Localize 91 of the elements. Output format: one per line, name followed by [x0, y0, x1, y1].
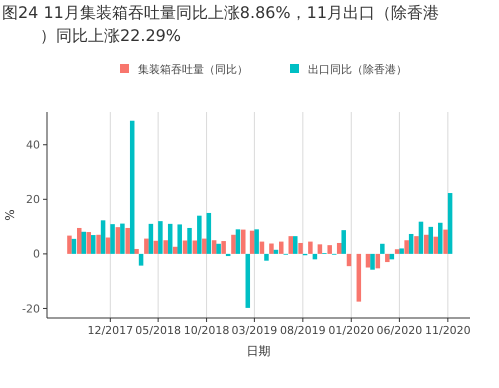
bar — [76, 228, 82, 254]
x-tick-label: 08/2019 — [280, 324, 326, 337]
legend-label: 出口同比（除香港） — [308, 63, 407, 76]
bar — [172, 246, 178, 254]
x-axis-title: 日期 — [246, 344, 270, 358]
bar — [130, 120, 134, 254]
bar — [206, 212, 212, 254]
bar — [438, 222, 443, 254]
y-tick-label: -20 — [22, 302, 40, 316]
bar — [434, 236, 438, 254]
bar — [346, 254, 352, 266]
bar — [120, 224, 125, 254]
x-tick-label: 10/2018 — [184, 324, 230, 337]
bar — [404, 240, 409, 254]
bar — [341, 230, 346, 254]
bar — [163, 240, 168, 254]
bar — [246, 254, 250, 308]
bar — [202, 238, 207, 254]
bar — [148, 224, 154, 254]
x-tick-label: 06/2020 — [376, 324, 422, 337]
bar — [138, 254, 144, 266]
x-tick-label: 11/2020 — [424, 324, 471, 337]
bar — [250, 230, 254, 254]
bar — [308, 242, 313, 254]
bar — [241, 230, 246, 254]
x-tick-label: 05/2018 — [135, 324, 181, 337]
bar — [293, 236, 298, 254]
bar — [260, 242, 264, 254]
bar — [443, 230, 448, 254]
bar — [399, 248, 404, 254]
bar — [168, 224, 172, 254]
bar — [82, 232, 86, 254]
y-tick-label: 20 — [26, 193, 40, 206]
bar — [408, 234, 414, 254]
x-tick-label: 01/2020 — [328, 324, 374, 337]
bar — [116, 227, 120, 254]
bar — [366, 254, 370, 268]
bar — [279, 242, 284, 254]
legend-label: 集装箱吞吐量（同比） — [138, 63, 248, 76]
bar — [197, 216, 202, 254]
bar — [394, 249, 400, 254]
bar — [236, 229, 240, 254]
bar — [424, 234, 429, 254]
bar — [312, 254, 318, 260]
bar — [414, 236, 419, 254]
bar — [86, 232, 92, 254]
bar — [67, 236, 72, 254]
bar — [327, 245, 332, 254]
y-axis-title: % — [3, 209, 17, 221]
y-tick-label: 0 — [33, 248, 40, 261]
bar — [385, 254, 390, 262]
bar — [110, 224, 115, 254]
bar — [380, 244, 385, 254]
bar — [274, 250, 278, 254]
bar — [125, 228, 130, 254]
bar — [448, 193, 452, 254]
bar — [376, 254, 380, 268]
bar — [254, 229, 259, 254]
bar — [106, 238, 110, 254]
bar — [91, 235, 96, 254]
bar — [216, 244, 221, 254]
bar — [158, 221, 163, 254]
bar — [96, 234, 101, 254]
chart-title: 图24 11月集装箱吞吐量同比上涨8.86%，11月出口（除香港）同比上涨22.29% — [2, 3, 439, 45]
x-tick-label: 03/2019 — [232, 324, 278, 337]
bar — [182, 240, 188, 254]
bar — [288, 236, 294, 254]
bar — [418, 222, 424, 254]
bar — [177, 224, 182, 254]
bar — [356, 254, 362, 302]
bar — [212, 240, 216, 254]
x-tick-label: 12/2017 — [87, 324, 134, 337]
bar — [231, 234, 236, 254]
bar — [192, 240, 198, 254]
bar — [144, 238, 149, 254]
bar — [336, 242, 342, 254]
bar — [221, 241, 226, 254]
bar — [134, 248, 139, 254]
bar — [187, 228, 192, 254]
y-tick-label: 40 — [26, 138, 40, 152]
bar — [72, 238, 76, 254]
bar — [269, 244, 274, 254]
bar — [298, 242, 303, 254]
bar — [264, 254, 269, 261]
bar — [226, 254, 230, 256]
bar — [154, 240, 158, 254]
bar — [428, 226, 434, 254]
bar — [390, 254, 394, 260]
bar — [318, 244, 322, 254]
bar — [100, 220, 106, 254]
bar — [370, 254, 375, 270]
